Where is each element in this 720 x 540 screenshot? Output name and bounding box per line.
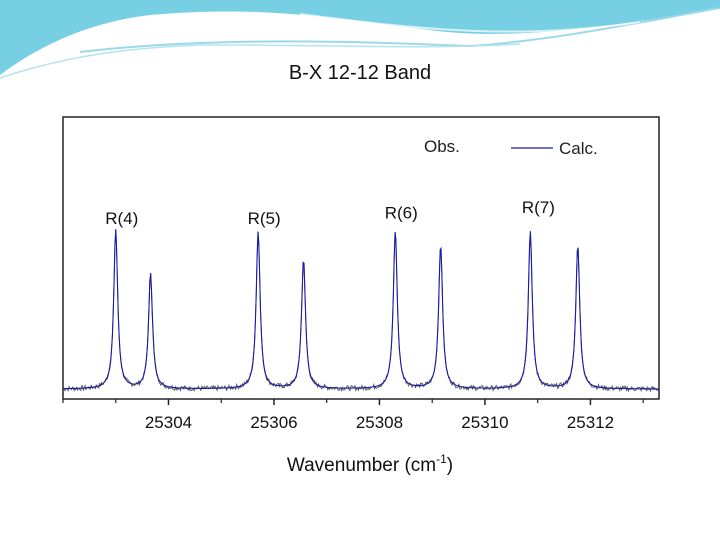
x-tick-label: 25304 [145,413,192,432]
peak-annotations: R(4) R(5) R(6) R(7) [105,198,555,228]
observed-trace [62,229,660,393]
traces [62,229,660,393]
x-tick-label: 25308 [356,413,403,432]
peak-annotation: R(5) [248,209,281,228]
decoration-wave-line-2 [0,43,521,79]
peak-annotation: R(4) [105,209,138,228]
legend-obs-label: Obs. [424,137,460,156]
plot-frame [62,116,660,400]
x-axis-label-sup: -1 [436,452,447,466]
x-axis-tick-labels: 25304 25306 25308 25310 25312 [145,413,614,432]
x-axis-label-tail: ) [447,455,453,476]
peak-annotation: R(6) [385,204,418,223]
legend: Obs. Calc. [424,137,598,158]
x-tick-label: 25306 [250,413,297,432]
x-tick-label: 25312 [567,413,614,432]
header-decoration [0,0,720,79]
x-axis-label: Wavenumber (cm-1) [287,452,453,476]
peak-annotation: R(7) [522,198,555,217]
decoration-wave-fill [0,0,720,75]
decoration-wave-line-3 [299,13,641,33]
calculated-trace [63,229,659,390]
x-tick-label: 25310 [461,413,508,432]
legend-calc-label: Calc. [559,139,598,158]
x-axis-label-main: Wavenumber (cm [287,455,436,476]
x-axis-ticks [62,399,644,405]
chart-title: B-X 12-12 Band [288,62,432,84]
